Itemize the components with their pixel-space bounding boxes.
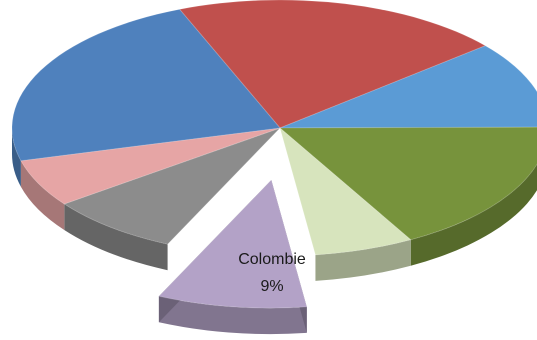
slice-label-colombie-value: 9%	[260, 278, 283, 295]
pie-slice-slice-4	[279, 126, 412, 256]
pie-side-slice-8	[12, 128, 21, 187]
pie-label-layer: Colombie 9%	[238, 251, 306, 295]
pie-slice-slice-7	[20, 127, 281, 205]
slice-label-colombie-name: Colombie	[238, 251, 306, 268]
pie-side-slice-3	[410, 164, 537, 266]
pie-slice-slice-2	[279, 45, 537, 129]
pie-side-colombie	[158, 296, 307, 335]
pie-side-slice-7	[20, 160, 65, 230]
pie-top-layer	[11, 0, 537, 309]
pie-slice-colombie	[157, 179, 308, 309]
pie-slice-slice-8	[11, 8, 281, 162]
pie-slice-slice-1	[178, 0, 487, 129]
pie-side-slice-6	[64, 203, 168, 271]
pie-side-slice-4	[315, 239, 411, 281]
pie-slice-slice-3	[278, 126, 537, 241]
pie-slice-slice-6	[63, 127, 281, 245]
